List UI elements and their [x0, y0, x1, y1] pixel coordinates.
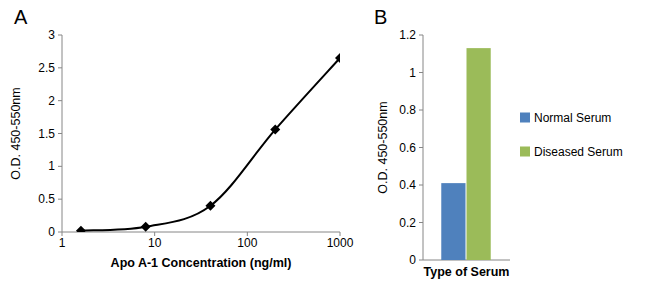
data-point — [141, 222, 151, 232]
y-tick — [58, 199, 62, 200]
y-tick-label: 0.2 — [399, 216, 416, 230]
legend-label: Normal Serum — [534, 111, 611, 125]
y-tick — [419, 147, 423, 148]
figure: 00.511.522.53O.D. 450-550nmA1101001000Ap… — [0, 0, 650, 297]
x-tick-label: 100 — [237, 236, 257, 250]
x-axis — [62, 232, 340, 233]
data-point — [205, 201, 215, 211]
data-line — [81, 58, 340, 231]
bar — [441, 183, 465, 260]
y-tick-label: 0 — [409, 253, 416, 267]
y-tick — [419, 185, 423, 186]
data-point — [335, 53, 340, 63]
chart-line: 0 0.5 1 1.5 2 2.5 3 O.D. 450-550nm A 1 10 100 1000 Ap… — [9, 6, 354, 270]
x-tick-label: 10 — [148, 236, 162, 250]
panel-label: A — [14, 6, 28, 28]
chart-bar: 0 0.2 0.4 0.6 0.8 1 1.2 O.D. 450-550nm B Type of … — [374, 6, 623, 279]
y-tick — [419, 72, 423, 73]
data-point — [76, 226, 86, 232]
panel-label: B — [374, 6, 387, 28]
y-tick-label: 0.6 — [399, 141, 416, 155]
y-tick-label: 2 — [48, 94, 55, 108]
y-tick-label: 0.5 — [38, 192, 55, 206]
y-tick — [58, 67, 62, 68]
y-tick-label: 1.2 — [399, 28, 416, 42]
x-axis-label: Apo A-1 Concentration (ng/ml) — [111, 256, 292, 270]
legend-swatch — [520, 147, 530, 157]
x-tick-label: 1 — [59, 236, 66, 250]
y-tick — [58, 133, 62, 134]
y-tick — [58, 100, 62, 101]
x-tick-label: 1000 — [327, 236, 354, 250]
plot-area — [76, 53, 340, 232]
y-tick-label: 1 — [48, 159, 55, 173]
y-tick — [419, 222, 423, 223]
y-tick-label: 0 — [48, 225, 55, 239]
y-tick — [58, 166, 62, 167]
bar — [467, 48, 491, 260]
y-tick-label: 0.4 — [399, 178, 416, 192]
data-point — [270, 125, 280, 135]
plot-area — [441, 48, 490, 260]
y-tick-label: 2.5 — [38, 61, 55, 75]
y-tick — [58, 35, 62, 36]
legend-label: Diseased Serum — [534, 145, 623, 159]
y-axis-label: O.D. 450-550nm — [376, 101, 390, 193]
legend-swatch — [520, 113, 530, 123]
x-axis-label: Type of Serum — [424, 265, 510, 279]
y-tick-label: 0.8 — [399, 103, 416, 117]
y-tick — [419, 260, 423, 261]
y-tick-label: 1.5 — [38, 127, 55, 141]
y-tick-label: 3 — [48, 28, 55, 42]
y-tick — [58, 232, 62, 233]
y-tick-label: 1 — [409, 66, 416, 80]
y-axis-label: O.D. 450-550nm — [9, 87, 23, 179]
y-tick — [419, 35, 423, 36]
legend: Normal Serum Diseased Serum — [520, 111, 623, 159]
y-tick — [419, 110, 423, 111]
